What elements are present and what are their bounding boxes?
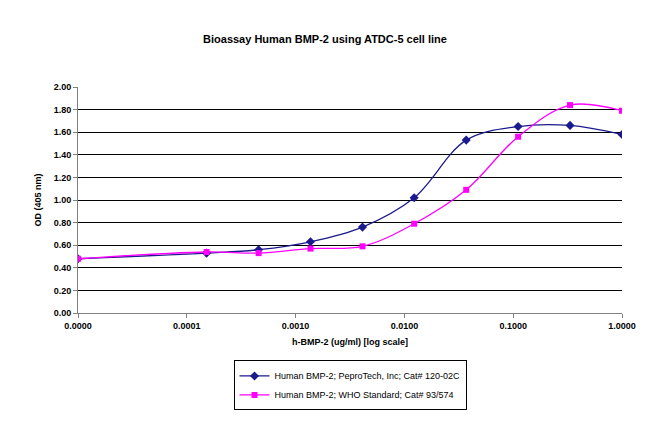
- svg-text:0.00: 0.00: [54, 308, 72, 318]
- svg-text:0.0000: 0.0000: [64, 321, 92, 331]
- svg-text:Human BMP-2; PeproTech, Inc; C: Human BMP-2; PeproTech, Inc; Cat# 120-02…: [275, 371, 461, 381]
- svg-text:0.60: 0.60: [54, 240, 72, 250]
- svg-text:0.1000: 0.1000: [499, 321, 527, 331]
- svg-text:Human BMP-2; WHO Standard; Cat: Human BMP-2; WHO Standard; Cat# 93/574: [275, 390, 454, 400]
- svg-text:1.80: 1.80: [54, 105, 72, 115]
- svg-text:Bioassay Human BMP-2 using ATD: Bioassay Human BMP-2 using ATDC-5 cell l…: [203, 33, 447, 45]
- svg-text:h-BMP-2 (ug/ml) [log scale]: h-BMP-2 (ug/ml) [log scale]: [292, 337, 408, 347]
- svg-text:1.40: 1.40: [54, 150, 72, 160]
- svg-text:1.0000: 1.0000: [608, 321, 636, 331]
- svg-text:0.0001: 0.0001: [173, 321, 201, 331]
- svg-text:0.0100: 0.0100: [391, 321, 419, 331]
- svg-text:0.40: 0.40: [54, 263, 72, 273]
- svg-text:1.20: 1.20: [54, 173, 72, 183]
- svg-text:0.80: 0.80: [54, 218, 72, 228]
- svg-text:1.00: 1.00: [54, 195, 72, 205]
- svg-text:2.00: 2.00: [54, 82, 72, 92]
- svg-text:OD (405 nm): OD (405 nm): [33, 173, 43, 226]
- svg-text:1.60: 1.60: [54, 127, 72, 137]
- svg-text:0.20: 0.20: [54, 286, 72, 296]
- svg-text:0.0010: 0.0010: [282, 321, 310, 331]
